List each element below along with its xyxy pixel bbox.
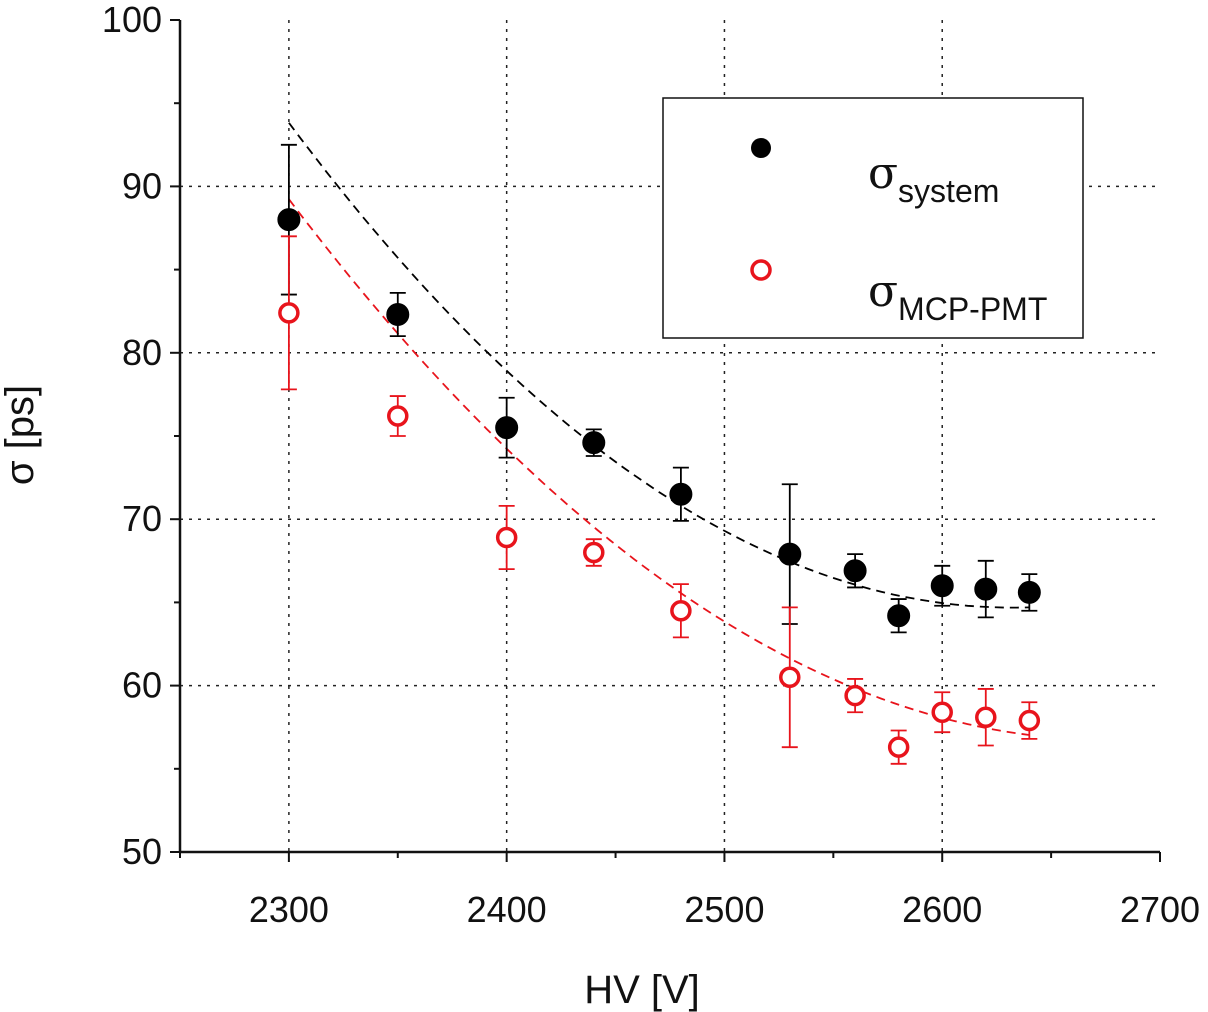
y-tick-label: 90 — [122, 165, 162, 206]
x-tick-label: 2300 — [249, 889, 329, 930]
legend: σsystem σMCP-PMT — [662, 97, 1084, 339]
fit-curves — [288, 122, 1030, 736]
data-point-mcp-pmt — [387, 405, 409, 427]
x-tick-label: 2600 — [902, 889, 982, 930]
data-point-mcp-pmt — [975, 706, 997, 728]
data-point-mcp-pmt — [495, 526, 518, 549]
fit-curve-system — [288, 122, 1030, 609]
y-axis-title: σ [ps] — [0, 385, 42, 485]
legend-label-system: σsystem — [868, 148, 999, 209]
x-tick-label: 2500 — [684, 889, 764, 930]
tick-labels: 2300 2400 2500 2600 2700 50 60 70 80 90 100 — [102, 0, 1200, 930]
x-axis-title: HV [V] — [584, 968, 700, 1012]
data-point-system — [930, 574, 954, 598]
legend-label-mcp-pmt: σMCP-PMT — [868, 266, 1047, 327]
data-point-system — [843, 559, 867, 583]
data-point-mcp-pmt — [278, 302, 300, 324]
x-tick-label: 2400 — [467, 889, 547, 930]
data-point-system — [778, 542, 802, 566]
data-point-system — [1017, 580, 1041, 604]
legend-sub-mcp-pmt: MCP-PMT — [898, 291, 1047, 327]
data-point-mcp-pmt — [670, 599, 692, 622]
data-point-system — [974, 577, 998, 601]
y-tick-label: 60 — [122, 665, 162, 706]
data-point-mcp-pmt — [931, 701, 953, 723]
y-tick-label: 70 — [122, 498, 162, 539]
data-point-system — [277, 208, 301, 232]
legend-box — [662, 97, 1084, 339]
data-point-system — [887, 604, 911, 628]
data-point-system — [669, 482, 693, 506]
data-point-mcp-pmt — [844, 684, 866, 707]
data-point-system — [495, 416, 519, 440]
legend-sigma-system: σ — [868, 148, 898, 199]
y-tick-label: 50 — [122, 831, 162, 872]
data-point-system — [386, 303, 410, 327]
y-tick-label: 80 — [122, 332, 162, 373]
data-point-mcp-pmt — [1018, 709, 1041, 732]
data-point-mcp-pmt — [779, 666, 801, 689]
legend-marker-mcp-pmt — [750, 259, 772, 281]
legend-marker-system — [751, 138, 771, 158]
data-point-mcp-pmt — [887, 736, 910, 758]
y-tick-label: 100 — [102, 0, 162, 40]
x-tick-label: 2700 — [1120, 889, 1200, 930]
fit-curve-mcp-pmt — [288, 198, 1030, 736]
legend-sigma-mcp-pmt: σ — [868, 266, 898, 317]
data-point-mcp-pmt — [583, 541, 605, 564]
legend-sub-system: system — [898, 173, 999, 209]
data-points — [277, 208, 1041, 758]
data-point-system — [582, 431, 606, 455]
axis-ticks — [170, 19, 1161, 862]
